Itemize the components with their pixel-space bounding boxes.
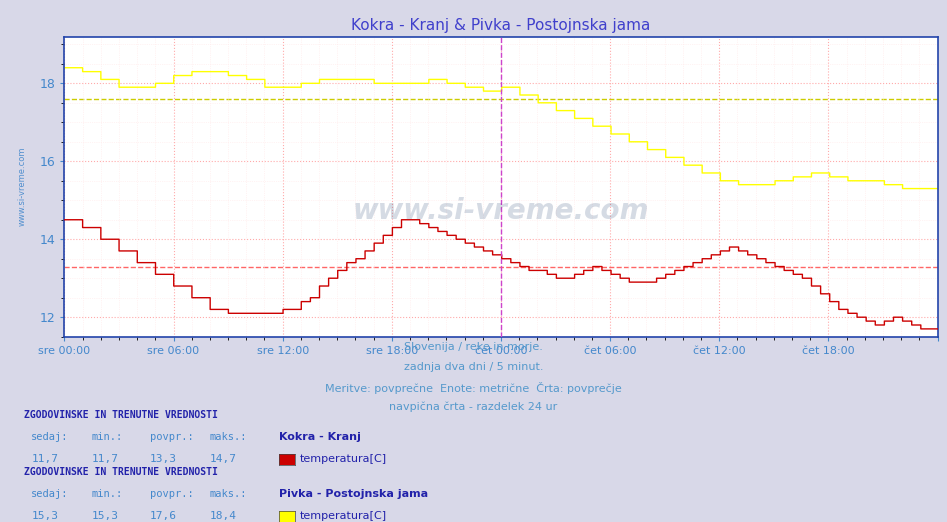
Text: maks.:: maks.: [209, 489, 247, 499]
Text: 11,7: 11,7 [92, 454, 119, 464]
Text: 18,4: 18,4 [209, 511, 237, 521]
Text: min.:: min.: [92, 432, 123, 442]
Text: povpr.:: povpr.: [150, 489, 193, 499]
Text: 14,7: 14,7 [209, 454, 237, 464]
Text: ZGODOVINSKE IN TRENUTNE VREDNOSTI: ZGODOVINSKE IN TRENUTNE VREDNOSTI [24, 467, 218, 477]
Text: www.si-vreme.com: www.si-vreme.com [352, 197, 650, 224]
Text: Pivka - Postojnska jama: Pivka - Postojnska jama [279, 489, 428, 499]
Text: 15,3: 15,3 [92, 511, 119, 521]
Text: temperatura[C]: temperatura[C] [300, 511, 387, 521]
Text: temperatura[C]: temperatura[C] [300, 454, 387, 464]
Text: Slovenija / reke in morje.: Slovenija / reke in morje. [404, 342, 543, 352]
Text: sedaj:: sedaj: [31, 489, 69, 499]
Text: min.:: min.: [92, 489, 123, 499]
Title: Kokra - Kranj & Pivka - Postojnska jama: Kokra - Kranj & Pivka - Postojnska jama [351, 18, 651, 32]
Text: maks.:: maks.: [209, 432, 247, 442]
Text: povpr.:: povpr.: [150, 432, 193, 442]
Text: ZGODOVINSKE IN TRENUTNE VREDNOSTI: ZGODOVINSKE IN TRENUTNE VREDNOSTI [24, 410, 218, 420]
Text: 17,6: 17,6 [150, 511, 177, 521]
Text: zadnja dva dni / 5 minut.: zadnja dva dni / 5 minut. [403, 362, 544, 372]
Text: 13,3: 13,3 [150, 454, 177, 464]
Text: www.si-vreme.com: www.si-vreme.com [18, 147, 27, 227]
Text: sedaj:: sedaj: [31, 432, 69, 442]
Text: Meritve: povprečne  Enote: metrične  Črta: povprečje: Meritve: povprečne Enote: metrične Črta:… [325, 382, 622, 394]
Text: 15,3: 15,3 [31, 511, 59, 521]
Text: navpična črta - razdelek 24 ur: navpična črta - razdelek 24 ur [389, 401, 558, 412]
Text: 11,7: 11,7 [31, 454, 59, 464]
Text: Kokra - Kranj: Kokra - Kranj [279, 432, 361, 442]
